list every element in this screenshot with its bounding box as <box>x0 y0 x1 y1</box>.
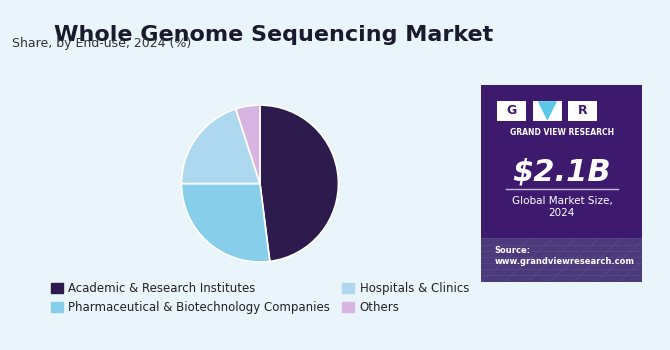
Text: Global Market Size,
2024: Global Market Size, 2024 <box>511 196 612 218</box>
Legend: Academic & Research Institutes, Pharmaceutical & Biotechnology Companies, Hospit: Academic & Research Institutes, Pharmace… <box>46 278 474 319</box>
Polygon shape <box>538 101 557 121</box>
Wedge shape <box>236 105 260 183</box>
Text: R: R <box>578 105 588 118</box>
FancyBboxPatch shape <box>481 238 643 282</box>
Text: GRAND VIEW RESEARCH: GRAND VIEW RESEARCH <box>510 128 614 137</box>
FancyBboxPatch shape <box>568 101 597 121</box>
Wedge shape <box>182 109 260 183</box>
Text: Whole Genome Sequencing Market: Whole Genome Sequencing Market <box>54 25 493 44</box>
Wedge shape <box>260 105 338 261</box>
Text: G: G <box>507 105 517 118</box>
FancyBboxPatch shape <box>533 101 562 121</box>
Text: $2.1B: $2.1B <box>513 157 611 186</box>
Wedge shape <box>182 183 270 262</box>
FancyBboxPatch shape <box>497 101 527 121</box>
FancyBboxPatch shape <box>481 85 643 282</box>
Text: Share, by End-use, 2024 (%): Share, by End-use, 2024 (%) <box>12 37 192 50</box>
Text: Source:
www.grandviewresearch.com: Source: www.grandviewresearch.com <box>494 246 634 266</box>
